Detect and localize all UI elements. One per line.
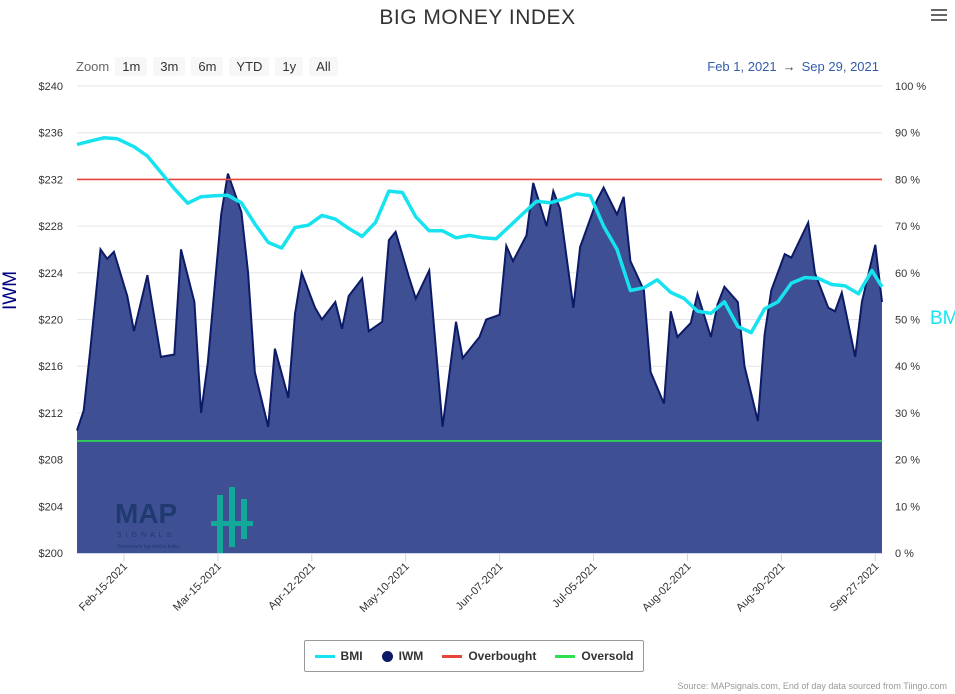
left-axis-title: IWM: [0, 270, 21, 310]
right-axis-title: BMI: [930, 308, 955, 329]
legend-item-bmi[interactable]: BMI: [314, 649, 363, 663]
right-axis-tick-label: 50 %: [895, 315, 920, 327]
zoom-all-button[interactable]: All: [309, 57, 338, 76]
right-axis-tick-label: 40 %: [895, 361, 920, 373]
left-axis-tick-label: $200: [39, 548, 63, 560]
zoom-label: Zoom: [76, 59, 110, 74]
x-axis-tick-label: Apr-12-2021: [266, 561, 318, 613]
logo-bar-short: [241, 499, 247, 539]
source-credit: Source: MAPsignals.com, End of day data …: [677, 681, 947, 691]
x-axis-tick-label: Jul-05-2021: [550, 561, 600, 611]
right-axis-tick-label: 70 %: [895, 221, 920, 233]
legend: BMI IWM Overbought Oversold: [304, 640, 644, 672]
iwm-area: [77, 173, 882, 553]
zoom-1y-button[interactable]: 1y: [275, 57, 304, 76]
x-axis-tick-label: May-10-2021: [358, 561, 412, 615]
right-axis-tick-label: 80 %: [895, 174, 920, 186]
logo-crossbar: [211, 521, 253, 526]
overbought-legend-swatch: [442, 654, 463, 658]
date-range: Feb 1, 2021 → Sep 29, 2021: [707, 59, 879, 74]
right-axis-tick-label: 30 %: [895, 408, 920, 420]
logo-tagline: Tomorrow's top stocks today: [117, 544, 180, 550]
zoom-6m-button[interactable]: 6m: [191, 57, 224, 76]
left-axis-tick-label: $228: [39, 221, 63, 233]
left-axis-tick-label: $232: [39, 174, 63, 186]
left-axis-tick-label: $208: [39, 455, 63, 467]
hamburger-menu-icon[interactable]: [931, 9, 947, 23]
legend-label-overbought: Overbought: [468, 649, 537, 663]
logo-text: MAP: [115, 498, 177, 529]
x-axis-tick-label: Aug-02-2021: [640, 561, 693, 614]
right-axis-tick-label: 20 %: [895, 455, 920, 467]
x-axis-tick-label: Mar-15-2021: [171, 561, 224, 614]
right-axis-tick-label: 10 %: [895, 501, 920, 513]
date-range-from[interactable]: Feb 1, 2021: [707, 59, 777, 74]
iwm-legend-swatch: [381, 650, 393, 662]
legend-item-overbought[interactable]: Overbought: [442, 649, 536, 663]
left-axis-tick-label: $212: [39, 408, 63, 420]
legend-label-iwm: IWM: [398, 649, 424, 663]
chart-title: BIG MONEY INDEX: [379, 6, 576, 29]
legend-item-oversold[interactable]: Oversold: [555, 649, 633, 663]
left-axis-tick-label: $240: [39, 81, 63, 93]
right-axis-tick-label: 100 %: [895, 81, 926, 93]
right-axis-tick-label: 60 %: [895, 268, 920, 280]
x-axis-tick-label: Sep-27-2021: [828, 561, 881, 614]
x-axis-tick-label: Aug-30-2021: [734, 561, 787, 614]
right-axis-tick-label: 0 %: [895, 548, 914, 560]
right-axis-tick-label: 90 %: [895, 128, 920, 140]
logo-bar-tall: [229, 487, 235, 547]
date-range-arrow: →: [782, 59, 796, 74]
x-axis-tick-label: Feb-15-2021: [77, 561, 130, 614]
zoom-controls: Zoom 1m 3m 6m YTD 1y All: [76, 57, 338, 76]
legend-item-iwm[interactable]: IWM: [381, 649, 424, 663]
oversold-legend-swatch: [555, 654, 576, 658]
date-range-to[interactable]: Sep 29, 2021: [801, 59, 879, 74]
map-signals-logo: MAP SIGNALS Tomorrow's top stocks today: [113, 485, 263, 560]
legend-label-bmi: BMI: [340, 649, 363, 663]
left-axis-tick-label: $236: [39, 128, 63, 140]
legend-label-oversold: Oversold: [581, 649, 634, 663]
zoom-ytd-button[interactable]: YTD: [229, 57, 270, 76]
zoom-1m-button[interactable]: 1m: [115, 57, 148, 76]
bmi-legend-swatch: [314, 654, 335, 658]
x-axis-tick-label: Jun-07-2021: [454, 561, 506, 613]
logo-subtext: SIGNALS: [117, 532, 175, 539]
iwm-line: [76, 173, 883, 431]
zoom-3m-button[interactable]: 3m: [153, 57, 186, 76]
left-axis-tick-label: $216: [39, 361, 63, 373]
left-axis-tick-label: $204: [39, 501, 63, 513]
left-axis-tick-label: $224: [39, 268, 63, 280]
left-axis-tick-label: $220: [39, 315, 63, 327]
bmi-line: [76, 136, 884, 335]
